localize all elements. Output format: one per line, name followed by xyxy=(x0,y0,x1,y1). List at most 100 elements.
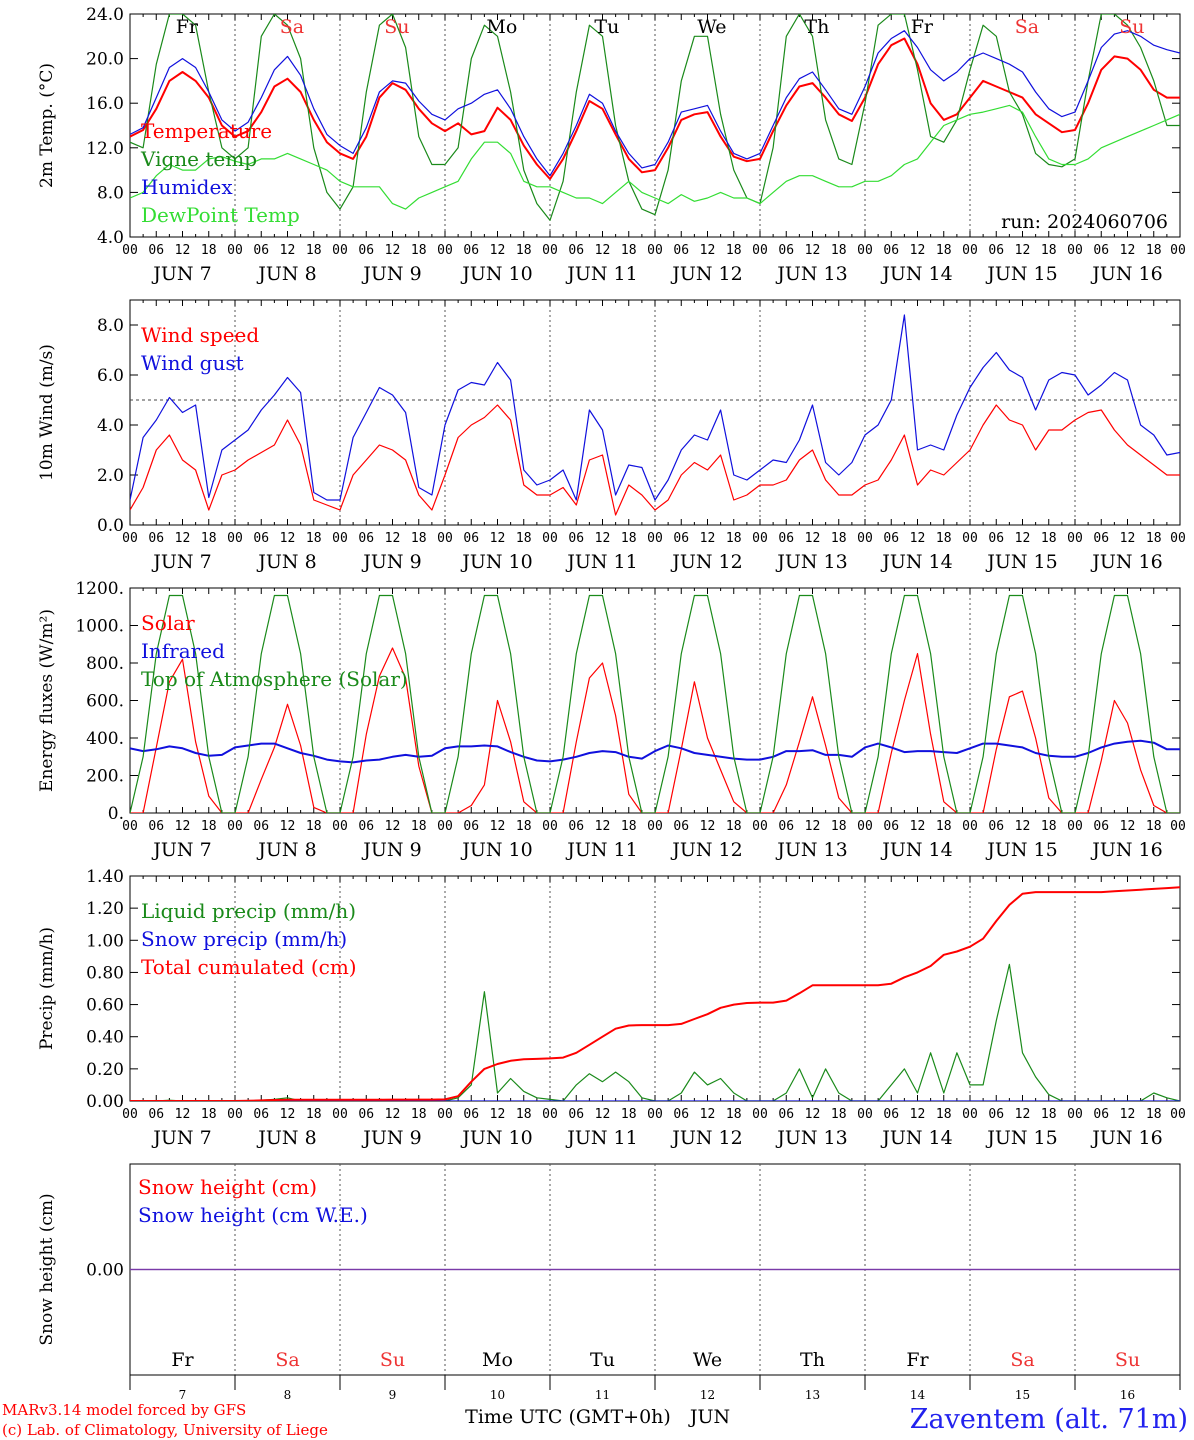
hour-tick-label: 12 xyxy=(805,1107,821,1122)
y-tick-label: 8.0 xyxy=(97,316,124,336)
hour-tick-label: 00 xyxy=(647,819,663,834)
hour-tick-label: 06 xyxy=(1093,819,1109,834)
date-label: JUN 8 xyxy=(256,263,316,285)
hour-tick-label: 18 xyxy=(306,531,322,546)
hour-tick-label: 00 xyxy=(1067,243,1083,258)
y-tick-label: 0.20 xyxy=(86,1060,124,1080)
y-tick-label: 16.0 xyxy=(86,94,124,114)
hour-tick-label: 00 xyxy=(1170,531,1186,546)
legend-entry: Snow height (cm) xyxy=(138,1175,317,1199)
hour-tick-label: 00 xyxy=(332,531,348,546)
y-tick-label: 1.20 xyxy=(86,899,124,919)
hour-tick-label: 06 xyxy=(883,531,899,546)
hour-tick-label: 06 xyxy=(253,1107,269,1122)
model-credit: MARv3.14 model forced by GFS xyxy=(2,1401,246,1419)
legend-entry: Humidex xyxy=(141,175,233,199)
hour-tick-label: 00 xyxy=(1170,243,1186,258)
hour-tick-label: 06 xyxy=(988,243,1004,258)
hour-tick-label: 00 xyxy=(437,531,453,546)
hour-tick-label: 00 xyxy=(1170,819,1186,834)
hour-tick-label: 12 xyxy=(175,243,191,258)
hour-tick-label: 12 xyxy=(1120,1107,1136,1122)
hour-tick-label: 12 xyxy=(385,1107,401,1122)
day-number-label: 12 xyxy=(700,1388,715,1402)
x-axis-label: Time UTC (GMT+0h) xyxy=(465,1406,671,1428)
y-tick-label: 20.0 xyxy=(86,50,124,70)
hour-tick-label: 00 xyxy=(752,819,768,834)
hour-tick-label: 00 xyxy=(122,243,138,258)
hour-tick-label: 12 xyxy=(700,531,716,546)
hour-tick-label: 18 xyxy=(831,1107,847,1122)
hour-tick-label: 00 xyxy=(857,819,873,834)
hour-tick-label: 18 xyxy=(306,243,322,258)
hour-tick-label: 00 xyxy=(437,819,453,834)
y-tick-label: 6.0 xyxy=(97,366,124,386)
date-label: JUN 16 xyxy=(1090,551,1162,573)
date-label: JUN 9 xyxy=(361,551,421,573)
y-tick-label: 0.00 xyxy=(86,1092,124,1112)
series-group xyxy=(130,314,1180,516)
day-name-label: Fr xyxy=(906,1349,929,1371)
series-line-top-of-atmosphere-solar- xyxy=(130,594,1180,813)
legend-entry: Snow height (cm W.E.) xyxy=(138,1203,368,1227)
y-tick-label: 0.40 xyxy=(86,1028,124,1048)
date-label: JUN 14 xyxy=(880,839,952,861)
hour-tick-label: 00 xyxy=(437,243,453,258)
legend-entry: Liquid precip (mm/h) xyxy=(141,899,356,923)
hour-tick-label: 00 xyxy=(437,1107,453,1122)
hour-tick-label: 00 xyxy=(857,1107,873,1122)
series-line-dewpoint-temp xyxy=(130,104,1180,210)
day-name-label: Sa xyxy=(1010,1349,1034,1371)
hour-tick-label: 18 xyxy=(1146,819,1162,834)
hour-tick-label: 06 xyxy=(988,819,1004,834)
date-label: JUN 7 xyxy=(151,551,211,573)
series-line-solar xyxy=(130,647,1180,813)
date-label: JUN 9 xyxy=(361,839,421,861)
hour-tick-label: 06 xyxy=(358,819,374,834)
day-name-label: Su xyxy=(380,1349,405,1371)
hour-tick-label: 12 xyxy=(1015,243,1031,258)
hour-tick-label: 06 xyxy=(148,819,164,834)
hour-tick-label: 06 xyxy=(778,819,794,834)
date-label: JUN 12 xyxy=(670,551,742,573)
date-label: JUN 11 xyxy=(565,839,637,861)
hour-tick-label: 12 xyxy=(910,819,926,834)
hour-tick-label: 12 xyxy=(700,243,716,258)
hour-tick-label: 18 xyxy=(831,243,847,258)
hour-tick-label: 18 xyxy=(1146,1107,1162,1122)
date-label: JUN 11 xyxy=(565,1127,637,1149)
hour-tick-label: 06 xyxy=(148,243,164,258)
y-axis-label: 2m Temp. (°C) xyxy=(37,63,57,188)
legend-entry: DewPoint Temp xyxy=(141,203,300,227)
date-label: JUN 9 xyxy=(361,1127,421,1149)
hour-tick-label: 00 xyxy=(647,1107,663,1122)
date-label: JUN 11 xyxy=(565,551,637,573)
hour-tick-label: 12 xyxy=(280,1107,296,1122)
day-number-label: 7 xyxy=(179,1388,187,1402)
hour-tick-label: 12 xyxy=(490,819,506,834)
day-number-label: 9 xyxy=(389,1388,397,1402)
y-tick-label: 400. xyxy=(86,729,124,749)
hour-tick-label: 00 xyxy=(122,819,138,834)
date-label: JUN 13 xyxy=(775,839,847,861)
hour-tick-label: 18 xyxy=(411,243,427,258)
hour-tick-label: 06 xyxy=(463,531,479,546)
hour-tick-label: 18 xyxy=(726,243,742,258)
hour-tick-label: 06 xyxy=(148,531,164,546)
hour-tick-label: 18 xyxy=(621,243,637,258)
hour-tick-label: 06 xyxy=(463,243,479,258)
day-name-label: We xyxy=(693,1349,722,1371)
hour-tick-label: 00 xyxy=(542,1107,558,1122)
date-label: JUN 7 xyxy=(151,263,211,285)
y-tick-label: 0.00 xyxy=(86,1261,124,1281)
hour-tick-label: 00 xyxy=(122,1107,138,1122)
hour-tick-label: 18 xyxy=(936,243,952,258)
hour-tick-label: 06 xyxy=(883,243,899,258)
hour-tick-label: 06 xyxy=(568,243,584,258)
y-tick-label: 0.0 xyxy=(97,516,124,536)
hour-tick-label: 06 xyxy=(568,1107,584,1122)
hour-tick-label: 00 xyxy=(227,243,243,258)
hour-tick-label: 06 xyxy=(1093,531,1109,546)
hour-tick-label: 00 xyxy=(752,1107,768,1122)
